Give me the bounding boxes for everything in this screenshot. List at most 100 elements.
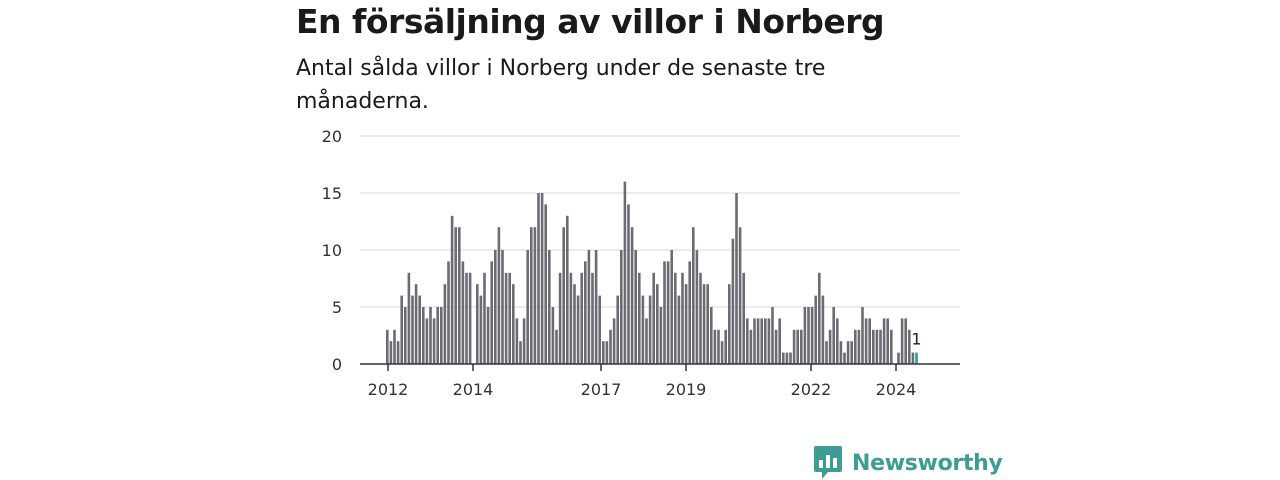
bar (591, 272, 594, 364)
bar (681, 272, 684, 364)
bar (803, 307, 807, 364)
bar (753, 318, 756, 364)
bar (742, 272, 745, 364)
bar (638, 272, 641, 364)
bar (688, 261, 691, 364)
bar (659, 307, 663, 364)
bar (911, 352, 915, 364)
chart-title: En försäljning av villor i Norberg (296, 2, 885, 41)
y-tick-label: 10 (322, 241, 342, 260)
grid-lines (360, 135, 960, 308)
bar (663, 261, 666, 364)
bar (789, 352, 792, 364)
brand-name: Newsworthy (852, 450, 1003, 476)
bar (850, 341, 853, 364)
x-tick-label: 2024 (876, 380, 917, 399)
newsworthy-logo: Newsworthy (814, 446, 1003, 480)
bar (706, 284, 709, 364)
bar (522, 318, 526, 364)
bar (792, 329, 796, 364)
data-labels: 1 (911, 330, 921, 349)
bar (497, 227, 501, 364)
x-tick-label: 2019 (666, 380, 707, 399)
bar (526, 250, 529, 364)
bar (630, 227, 634, 364)
bar (875, 329, 879, 364)
bar (886, 318, 889, 364)
bar (504, 272, 508, 364)
bar (587, 250, 591, 364)
bar (749, 329, 753, 364)
bar (501, 250, 504, 364)
bar (882, 318, 886, 364)
bar (868, 318, 871, 364)
bar (468, 272, 472, 364)
bar (731, 238, 735, 364)
bar (735, 193, 738, 364)
bar (576, 295, 580, 364)
bar (677, 295, 681, 364)
bar (767, 318, 771, 364)
bar (580, 272, 583, 364)
bar (548, 250, 551, 364)
bar (839, 341, 843, 364)
bar (818, 272, 821, 364)
bar (396, 341, 400, 364)
bar (692, 227, 695, 364)
bar (393, 329, 396, 364)
bar (605, 341, 609, 364)
bar (440, 307, 443, 364)
bar (537, 193, 540, 364)
bar (846, 341, 850, 364)
bar (710, 307, 713, 364)
bar (656, 284, 659, 364)
bar (634, 250, 637, 364)
bar (825, 341, 828, 364)
bar (872, 329, 875, 364)
bar (436, 307, 439, 364)
bar (454, 227, 457, 364)
bar (627, 204, 630, 364)
bar (540, 193, 544, 364)
bar (486, 307, 490, 364)
bar (800, 329, 803, 364)
bar (760, 318, 763, 364)
bar (411, 295, 414, 364)
bar (400, 295, 403, 364)
bar (573, 284, 576, 364)
bar (652, 272, 655, 364)
bar (699, 272, 702, 364)
bar (695, 250, 699, 364)
bar (623, 181, 627, 364)
bar (774, 329, 778, 364)
bar (814, 295, 817, 364)
y-tick-label: 0 (332, 355, 342, 374)
bar (796, 329, 799, 364)
bars (386, 181, 918, 364)
bar (782, 352, 785, 364)
bar-latest (915, 352, 918, 364)
bar (908, 329, 911, 364)
bar (558, 272, 562, 364)
bar (533, 227, 537, 364)
bar (512, 284, 515, 364)
bar (555, 329, 558, 364)
bar (494, 250, 497, 364)
bar (404, 307, 407, 364)
bar (807, 307, 810, 364)
bar (666, 261, 670, 364)
bar (713, 329, 717, 364)
bar (720, 341, 724, 364)
bar (890, 329, 893, 364)
bar (728, 284, 731, 364)
bar (810, 307, 814, 364)
x-axis-ticks: 2012 2014 2017 2019 2022 2024 (368, 364, 917, 399)
bar (483, 272, 486, 364)
latest-value-label: 1 (911, 330, 921, 349)
bar (828, 329, 832, 364)
bar (645, 318, 648, 364)
bar (879, 329, 882, 364)
bar (857, 329, 861, 364)
bar (756, 318, 760, 364)
